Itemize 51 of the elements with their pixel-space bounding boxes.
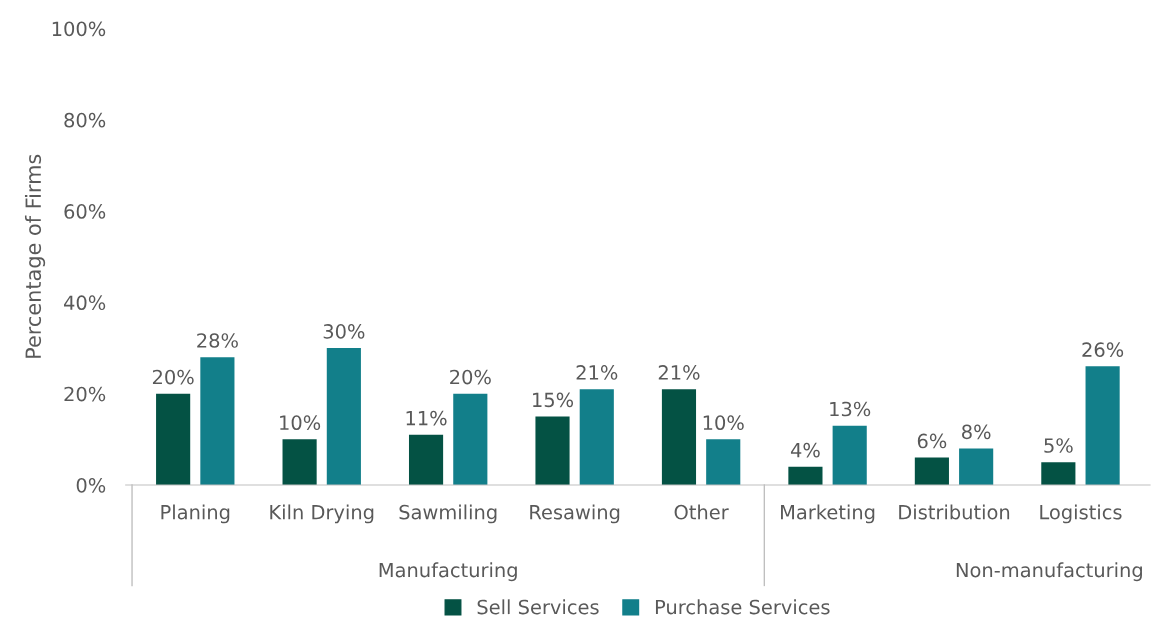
y-tick-label: 100% (52, 21, 106, 37)
bar (282, 439, 317, 486)
data-label: 10% (280, 415, 321, 431)
text: Non-manufacturing (956, 562, 1142, 582)
data-label: 30% (323, 324, 365, 339)
data-label: 15% (533, 392, 574, 408)
bar (326, 348, 361, 486)
data-label: 4% (790, 442, 820, 458)
y-tick-label: 20% (64, 386, 106, 402)
bar (156, 393, 191, 486)
text: Manufacturing (379, 562, 517, 582)
legend-label: Purchase Services (655, 599, 830, 615)
bar (1085, 366, 1120, 486)
data-label: 8% (962, 424, 991, 440)
bar (1041, 462, 1076, 486)
data-label: 20% (152, 369, 194, 385)
bar (706, 439, 741, 486)
bar (914, 457, 949, 486)
data-label: 13% (830, 401, 871, 417)
data-label: 20% (450, 369, 491, 385)
bar (579, 389, 614, 486)
legend-label: Sell Services (477, 599, 599, 615)
data-label: 11% (406, 410, 447, 426)
data-label: 28% (197, 333, 238, 348)
y-tick-label: 80% (64, 112, 106, 128)
x-tick-label: Kiln Drying (270, 504, 374, 524)
bar (453, 393, 488, 486)
x-tick-label: Sawmiling (399, 504, 497, 524)
x-tick-label: Resawing (530, 504, 620, 524)
bar (535, 416, 570, 486)
data-label: 21% (576, 365, 618, 380)
x-tick-label: Planing (161, 504, 230, 524)
y-tick-label: 0% (76, 477, 106, 493)
data-label: 5% (1044, 438, 1073, 453)
bar (959, 448, 994, 486)
bar (408, 434, 444, 486)
x-tick-label: Distribution (899, 504, 1010, 520)
y-tick-label: 40% (64, 295, 106, 311)
bar (832, 425, 867, 486)
x-tick-label: Other (674, 504, 729, 520)
bar (788, 466, 823, 486)
x-tick-label: Logistics (1040, 504, 1122, 524)
y-axis-title: Percentage of Firms (24, 154, 46, 358)
data-label: 10% (703, 415, 744, 431)
data-label: 6% (917, 433, 947, 449)
bar (200, 357, 235, 486)
data-label: 26% (1082, 342, 1124, 357)
x-tick-label: Marketing (781, 504, 875, 524)
data-label: 21% (658, 365, 700, 380)
y-tick-label: 60% (64, 204, 106, 219)
bar (661, 389, 697, 486)
